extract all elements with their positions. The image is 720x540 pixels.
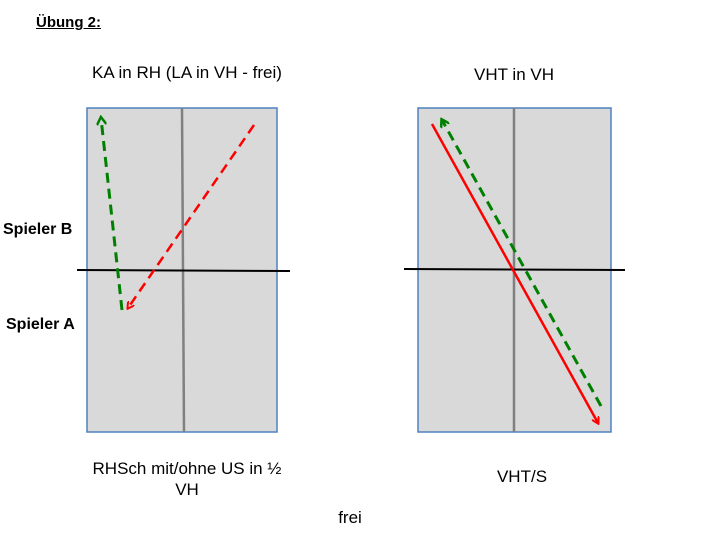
left-court-bottom-caption: RHSch mit/ohne US in ½ VH [92,459,282,499]
right-court-red-arrow [430,123,598,423]
right-court-green-arrow [442,120,603,407]
right-court [403,107,626,433]
left-court-red-arrow [128,124,256,308]
right-court-net [403,268,626,271]
exercise-heading: Übung 2: [36,14,101,31]
spieler-a-label: Spieler A [6,316,75,333]
right-court-top-caption: VHT in VH [474,65,554,84]
left-court [76,107,291,433]
left-court-net [76,269,291,272]
left-court-green-arrow [101,118,124,311]
footer-note: frei [338,508,362,527]
spieler-b-label: Spieler B [3,221,73,238]
right-court-bottom-caption: VHT/S [496,467,548,486]
left-court-top-caption: KA in RH (LA in VH - frei) [92,63,282,82]
